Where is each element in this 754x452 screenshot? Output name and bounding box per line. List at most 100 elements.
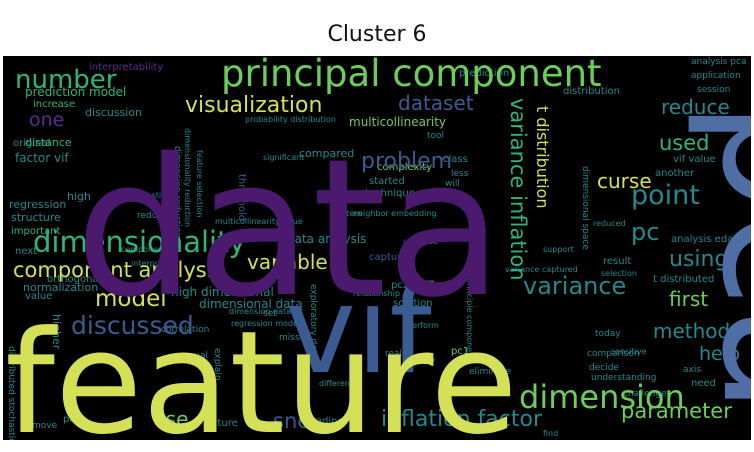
word-interpretability: interpretability [89, 62, 163, 73]
word-t-distribution: t distribution [533, 106, 552, 209]
word-factor-vif: factor vif [15, 151, 69, 165]
word-loading: loading [307, 416, 344, 427]
word-one: one [29, 109, 64, 131]
word-dimension-reduction: dimension reduction [172, 146, 182, 238]
word-less: less [451, 169, 469, 179]
word-making: making [693, 116, 730, 127]
word-analysis-eda: analysis eda [671, 234, 733, 245]
word-correlation: correlation [161, 325, 209, 335]
word-interpret: interpret [131, 259, 166, 268]
word-visualization: visualization [185, 93, 322, 118]
word-distance: distance [25, 136, 72, 149]
word-tool: tool [427, 131, 444, 141]
word-pc2: pc2 [391, 280, 409, 291]
word-vif: vif [285, 262, 434, 401]
word-result: result [603, 256, 631, 267]
word-lecture: lecture [203, 418, 238, 429]
word-vif-value: vif value [673, 154, 716, 165]
word-solution: solution [393, 298, 433, 309]
word-feature: feature [5, 301, 518, 440]
word-stochastic: stochastic [125, 191, 166, 200]
word-inflation-factor: inflation factor [381, 407, 543, 432]
word-pca: pca [683, 100, 751, 415]
word-set: set [263, 309, 277, 319]
word-need: need [691, 378, 716, 389]
word-selection: selection [601, 269, 637, 278]
word-used: used [659, 131, 710, 155]
word-neighbor-embedding: neighbor embedding [353, 209, 436, 218]
word-decide: decide [589, 363, 619, 373]
word-discussed: discussed [71, 311, 194, 340]
word-variance: variance [523, 272, 626, 300]
word-increase: increase [33, 99, 75, 110]
word-discussion: discussion [85, 106, 142, 119]
word-data: data [75, 118, 503, 339]
word-multicollinearity-issue: multicollinearity issue [215, 217, 303, 226]
word-help: help [699, 343, 740, 365]
word-axis: axis [683, 365, 701, 375]
word-real: real [385, 349, 402, 359]
word-distribution: distribution [563, 86, 620, 97]
word-session: session [697, 85, 730, 95]
word-remove: remove [23, 421, 58, 431]
word-capture: capture [369, 252, 407, 263]
word-principal-component: principal component [221, 56, 602, 95]
word-component: component [121, 245, 166, 254]
word-distributed-stochastic: distributed stochastic [6, 346, 16, 440]
word-normalization: normalization [23, 281, 98, 294]
word-higher: higher [50, 314, 63, 350]
word-technique: technique [365, 188, 415, 199]
word-parameter: parameter [621, 399, 732, 423]
word-probability-distribution: probability distribution [245, 115, 336, 124]
word-orthogonal: orthogonal [47, 274, 101, 285]
word-use: use [153, 407, 188, 431]
word-application: application [691, 71, 741, 81]
word-difference: difference [319, 379, 359, 388]
word-visualize: visualize [403, 237, 438, 246]
word-pc: pc [631, 218, 659, 246]
word-prediction: prediction [459, 68, 509, 79]
word-prediction-model: prediction model [25, 85, 126, 99]
word-point: point [631, 180, 700, 211]
word-t-distributed: t distributed [653, 274, 714, 285]
word-threshold: threshold [236, 174, 247, 221]
word-variance-inflation: variance inflation [506, 98, 530, 281]
word-plot: plot [63, 414, 82, 425]
figure-title: Cluster 6 [327, 22, 427, 47]
word-high: high [67, 190, 91, 203]
word-dimensionality-reduction: dimensionality reduction [183, 128, 192, 227]
word-analysis-pca: analysis pca [691, 57, 746, 67]
word-dimensionality: dimensionality [33, 225, 246, 259]
word-data-analysis: data analysis [287, 232, 366, 246]
word-will: will [445, 179, 460, 189]
word-complexity: complexity [377, 162, 432, 173]
word-pc1: pc1 [451, 346, 469, 357]
word-feature-selection: feature selection [195, 150, 204, 217]
word-curse: curse [597, 169, 652, 193]
word-next: next [15, 246, 37, 257]
word-exploratory-data: exploratory data [308, 284, 318, 359]
word-today: today [595, 329, 621, 339]
word-class: class [443, 154, 468, 165]
word-comparison: comparison [587, 349, 640, 359]
word-model: model [95, 286, 167, 312]
word-important: important [11, 226, 60, 237]
word-another: another [655, 168, 695, 179]
word-cloud: probability distribution dimensionality r… [3, 56, 751, 440]
word-dimension-dataset: dimension dataset [229, 307, 303, 316]
word-challenge: challenge [623, 389, 667, 399]
word-understanding: understanding [591, 373, 656, 383]
word-perform: perform [407, 321, 439, 330]
word-many: many [407, 356, 435, 367]
word-equal: equal [183, 351, 208, 361]
word-variance-captured: variance captured [505, 265, 578, 274]
word-eliminate: eliminate [469, 367, 512, 377]
word-started: started [369, 176, 405, 187]
word-using: using [669, 247, 728, 272]
word-multicollinearity: multicollinearity [349, 115, 446, 129]
word-significant: significant [263, 153, 304, 162]
word-dimension: dimension [519, 378, 685, 416]
word-explain: explain [212, 348, 222, 381]
word-component-analysis: component analysis [13, 258, 224, 282]
